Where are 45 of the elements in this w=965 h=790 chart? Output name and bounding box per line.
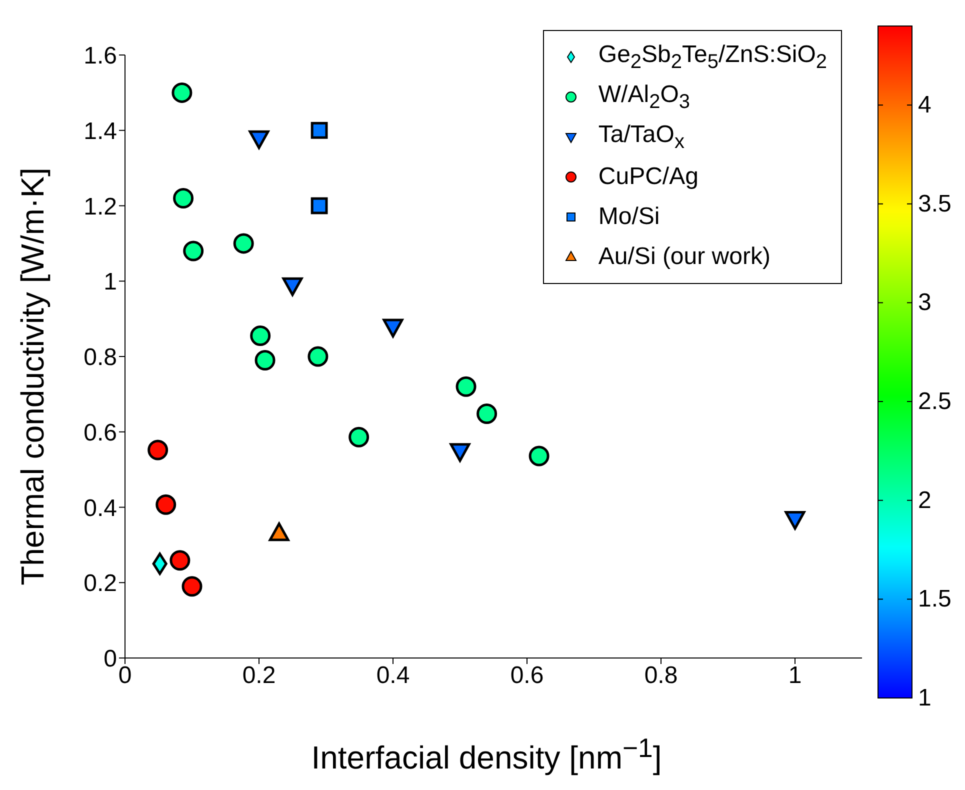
y-tick-label: 0.6 bbox=[84, 419, 117, 446]
point bbox=[233, 233, 254, 254]
x-tick-label: 0.4 bbox=[376, 662, 410, 690]
color-bar-label: 3 bbox=[918, 289, 932, 316]
color-bar-label: 2 bbox=[918, 486, 932, 514]
color-bar-label: 2.5 bbox=[918, 388, 952, 416]
x-tick-label: 0.8 bbox=[644, 662, 678, 690]
y-tick-label: 1 bbox=[104, 268, 117, 296]
point bbox=[528, 446, 550, 466]
point bbox=[182, 576, 202, 597]
y-tick-label: 1.4 bbox=[84, 118, 117, 145]
point bbox=[310, 197, 328, 214]
point bbox=[172, 82, 192, 103]
legend-label: Ta/TaO$_{x}$ bbox=[598, 120, 684, 154]
legend-label: Mo/Si bbox=[598, 203, 660, 231]
legend-label: Au/Si (our work) bbox=[598, 243, 770, 271]
y-tick-label: 0.2 bbox=[84, 570, 117, 598]
point bbox=[156, 494, 176, 515]
y-tick-label: 0.8 bbox=[84, 344, 117, 372]
point bbox=[348, 426, 370, 448]
color-bar-label: 3.5 bbox=[918, 190, 952, 218]
point bbox=[173, 188, 194, 208]
x-tick-label: 1 bbox=[788, 662, 802, 690]
legend-label: Ge$_{2}$Sb$_{2}$Te$_{5}$/ZnS:SiO$_{2}$ bbox=[598, 40, 827, 74]
point bbox=[170, 550, 190, 571]
color-bar-label: 4 bbox=[918, 92, 932, 119]
point bbox=[148, 440, 168, 460]
point bbox=[308, 346, 328, 367]
x-axis-title: Interfacial density [nm$^{−1}$] bbox=[310, 733, 663, 777]
point bbox=[310, 122, 328, 139]
y-axis-title: Thermal conductivity [W/m·K] bbox=[14, 168, 52, 586]
color-bar-label: 1 bbox=[918, 684, 932, 712]
y-tick-label: 1.2 bbox=[84, 193, 117, 220]
point bbox=[250, 326, 271, 346]
legend-label: CuPC/Ag bbox=[598, 163, 698, 191]
x-tick-label: 0.6 bbox=[510, 662, 544, 690]
point bbox=[183, 240, 204, 262]
point bbox=[254, 350, 276, 371]
color-bar-label: 1.5 bbox=[918, 586, 952, 613]
x-tick-label: 0.2 bbox=[242, 662, 276, 690]
y-tick-label: 1.6 bbox=[84, 42, 117, 70]
legend-label: W/Al$_{2}$O$_{3}$ bbox=[598, 80, 690, 114]
point bbox=[476, 404, 498, 424]
point bbox=[456, 376, 476, 397]
y-tick-label: 0.4 bbox=[84, 494, 117, 522]
